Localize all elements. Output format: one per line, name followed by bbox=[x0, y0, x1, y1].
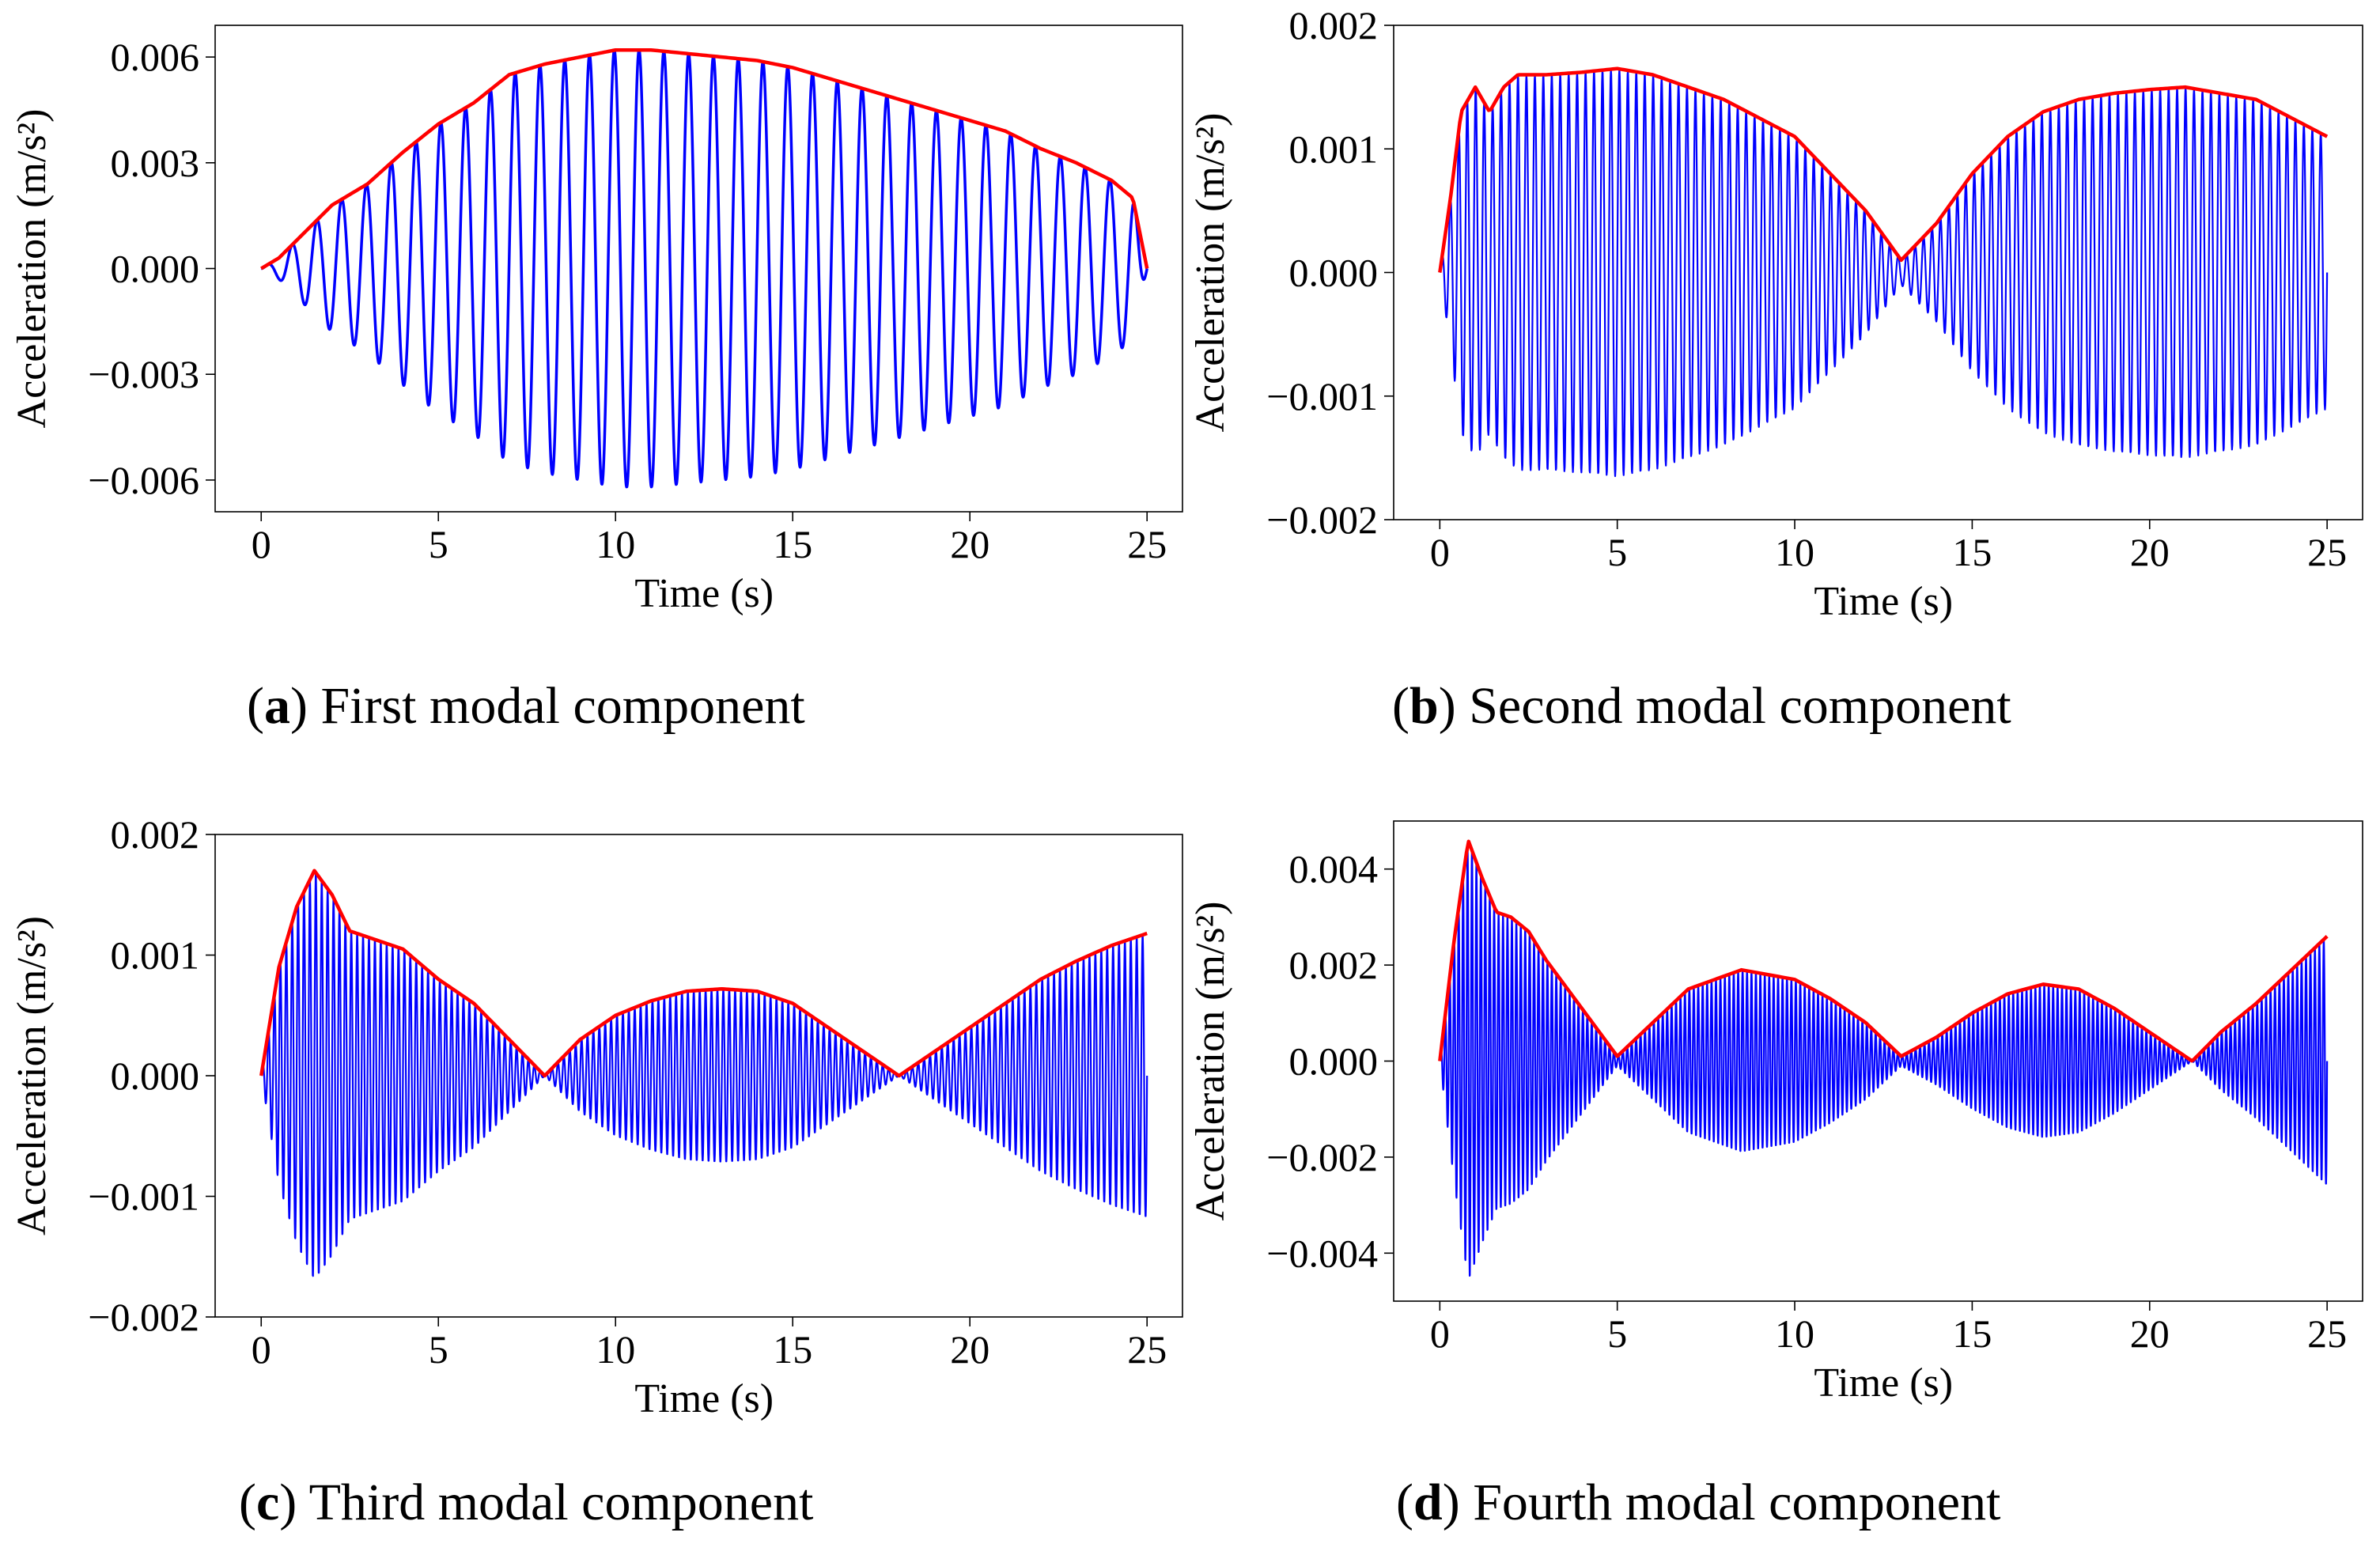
y-tick-label-d-2: 0.000 bbox=[1289, 1039, 1379, 1084]
y-axis-label-b: Acceleration (m/s²) bbox=[1188, 113, 1233, 433]
x-axis-label-b: Time (s) bbox=[1814, 579, 1953, 624]
y-tick-label-c-1: −0.001 bbox=[88, 1175, 199, 1219]
x-tick-label-d-1: 5 bbox=[1607, 1311, 1627, 1356]
x-axis-label-d: Time (s) bbox=[1814, 1360, 1953, 1406]
caption-b-text: Second modal component bbox=[1469, 677, 2011, 735]
x-tick-label-d-2: 10 bbox=[1775, 1311, 1814, 1356]
chart-a: 0 5 10 15 20 25 −0.006 −0.003 0.000 0.003 0.006 Tim… bbox=[9, 25, 1183, 616]
y-axis-label-a: Acceleration (m/s²) bbox=[9, 109, 55, 429]
y-tick-label-b-4: 0.002 bbox=[1289, 3, 1379, 47]
y-tick-label-b-0: −0.002 bbox=[1266, 498, 1378, 542]
caption-b-letter: b bbox=[1409, 677, 1439, 735]
y-tick-label-c-4: 0.002 bbox=[111, 812, 200, 857]
y-tick-label-a-4: 0.006 bbox=[111, 35, 200, 79]
envelope-line-d bbox=[1438, 839, 2329, 1063]
chart-d: 0 5 10 15 20 25 −0.004 −0.002 0.000 0.002 0.004 Tim… bbox=[1188, 820, 2363, 1406]
caption-d-letter: d bbox=[1413, 1474, 1443, 1531]
y-tick-label-a-3: 0.003 bbox=[111, 141, 200, 185]
x-tick-label-c-2: 10 bbox=[596, 1327, 635, 1372]
caption-a-text: First modal component bbox=[320, 677, 805, 735]
y-tick-label-d-4: 0.004 bbox=[1289, 847, 1379, 891]
y-tick-label-d-3: 0.002 bbox=[1289, 943, 1379, 987]
y-tick-label-c-0: −0.002 bbox=[88, 1295, 199, 1339]
caption-b: (b) Second modal component bbox=[1392, 677, 2011, 735]
y-tick-label-d-1: −0.002 bbox=[1266, 1135, 1378, 1179]
x-tick-label-a-5: 25 bbox=[1127, 522, 1167, 566]
signal-line-c bbox=[260, 873, 1148, 1277]
signal-line-a bbox=[259, 48, 1148, 489]
caption-a: (a) First modal component bbox=[247, 677, 805, 735]
caption-a-letter: a bbox=[263, 677, 290, 735]
x-tick-label-b-4: 20 bbox=[2130, 530, 2170, 574]
x-axis-label-c: Time (s) bbox=[634, 1376, 774, 1421]
x-tick-label-c-3: 15 bbox=[773, 1327, 812, 1372]
x-tick-label-d-3: 15 bbox=[1952, 1311, 1992, 1356]
x-tick-label-c-0: 0 bbox=[252, 1327, 271, 1372]
y-tick-label-b-2: 0.000 bbox=[1289, 251, 1379, 295]
x-tick-label-b-2: 10 bbox=[1775, 530, 1814, 574]
x-tick-label-b-0: 0 bbox=[1430, 530, 1450, 574]
envelope-line-a bbox=[260, 47, 1149, 271]
y-axis-label-d: Acceleration (m/s²) bbox=[1188, 902, 1233, 1221]
envelope-line-c bbox=[259, 868, 1148, 1078]
caption-d: (d) Fourth modal component bbox=[1396, 1474, 2001, 1531]
envelope-line-b bbox=[1438, 66, 2329, 273]
signal-line-b bbox=[1439, 68, 2329, 478]
signal-line-d bbox=[1439, 846, 2329, 1277]
caption-d-text: Fourth modal component bbox=[1473, 1474, 2001, 1531]
x-tick-label-a-2: 10 bbox=[596, 522, 635, 566]
x-tick-label-b-5: 25 bbox=[2307, 530, 2347, 574]
x-tick-label-a-4: 20 bbox=[950, 522, 989, 566]
x-axis-label-a: Time (s) bbox=[634, 571, 774, 616]
caption-c-letter: c bbox=[255, 1474, 280, 1531]
x-tick-label-c-1: 5 bbox=[429, 1327, 448, 1372]
y-tick-label-b-1: −0.001 bbox=[1266, 374, 1378, 418]
x-tick-label-c-4: 20 bbox=[950, 1327, 989, 1372]
chart-b: 0 5 10 15 20 25 −0.002 −0.001 0.000 0.001 0.002 Tim… bbox=[1188, 3, 2363, 624]
caption-c-text: Third modal component bbox=[308, 1474, 814, 1531]
y-tick-label-d-0: −0.004 bbox=[1266, 1231, 1378, 1275]
y-tick-label-a-0: −0.006 bbox=[88, 458, 199, 502]
x-tick-label-a-3: 15 bbox=[773, 522, 812, 566]
y-axis-label-c: Acceleration (m/s²) bbox=[9, 916, 55, 1235]
y-tick-label-c-2: 0.000 bbox=[111, 1054, 200, 1098]
y-tick-label-a-1: −0.003 bbox=[88, 352, 199, 396]
x-tick-label-a-0: 0 bbox=[252, 522, 271, 566]
x-tick-label-b-3: 15 bbox=[1952, 530, 1992, 574]
y-tick-label-a-2: 0.000 bbox=[111, 247, 200, 291]
x-tick-label-a-1: 5 bbox=[429, 522, 448, 566]
chart-c: 0 5 10 15 20 25 −0.002 −0.001 0.000 0.001 0.002 Tim… bbox=[9, 812, 1183, 1421]
x-tick-label-b-1: 5 bbox=[1607, 530, 1627, 574]
x-tick-label-d-5: 25 bbox=[2307, 1311, 2347, 1356]
x-tick-label-d-4: 20 bbox=[2130, 1311, 2170, 1356]
caption-c: (c) Third modal component bbox=[239, 1474, 814, 1531]
x-tick-label-c-5: 25 bbox=[1127, 1327, 1167, 1372]
y-tick-label-c-3: 0.001 bbox=[111, 933, 200, 978]
y-tick-label-b-3: 0.001 bbox=[1289, 127, 1379, 171]
x-tick-label-d-0: 0 bbox=[1430, 1311, 1450, 1356]
